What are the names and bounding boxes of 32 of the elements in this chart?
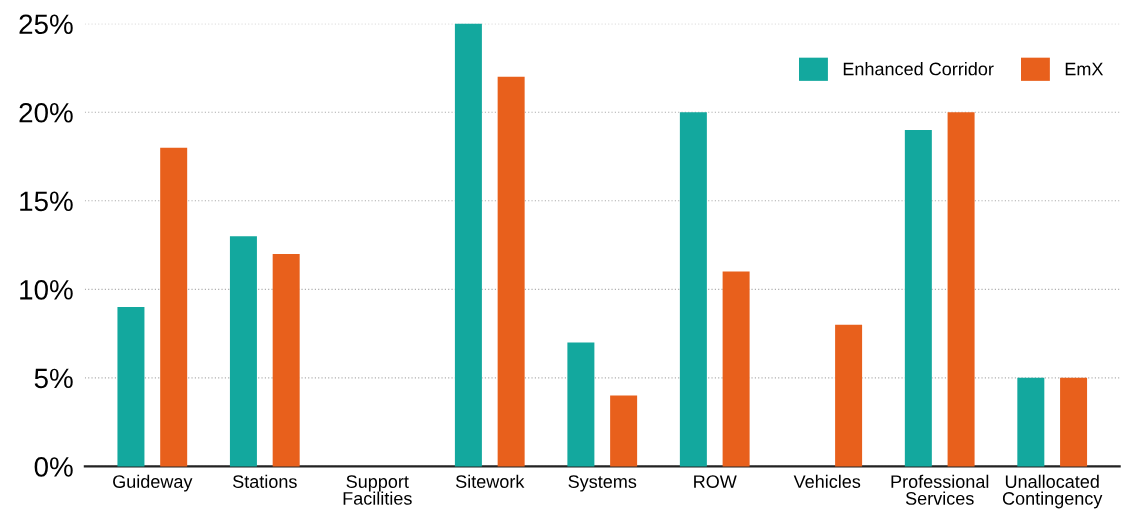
y-tick-label: 20% xyxy=(19,102,73,123)
x-tick-label: Unallocated Contingency xyxy=(1002,474,1103,509)
bar xyxy=(160,147,188,467)
x-tick-label: Systems xyxy=(568,475,637,492)
x-tick-label: Professional Services xyxy=(891,474,989,505)
bar xyxy=(272,253,300,467)
legend-label: Enhanced Corridor xyxy=(843,62,994,76)
x-tick-label: ROW xyxy=(694,475,737,488)
y-tick-label: 15% xyxy=(20,191,73,212)
bar xyxy=(835,324,863,467)
y-tick-label: 25% xyxy=(19,14,73,35)
bar xyxy=(497,76,525,467)
x-tick-label: Stations xyxy=(233,474,297,488)
y-tick-label: 10% xyxy=(20,279,73,300)
x-tick-label: Sitework xyxy=(455,474,525,488)
bar xyxy=(1060,377,1088,467)
x-tick-label: Guideway xyxy=(113,474,193,492)
bar xyxy=(567,342,595,467)
x-tick-label: Support Facilities xyxy=(343,475,412,505)
bar xyxy=(679,112,707,467)
bar xyxy=(117,307,145,467)
bar xyxy=(1017,377,1045,467)
y-tick-label: 0% xyxy=(34,457,73,477)
x-tick-label: Vehicles xyxy=(793,474,861,488)
legend-label: EmX xyxy=(1065,62,1104,76)
bar xyxy=(229,236,257,467)
bar xyxy=(904,129,932,467)
bar xyxy=(454,23,482,467)
bar xyxy=(610,395,638,467)
bar xyxy=(722,271,750,467)
bar xyxy=(947,112,975,467)
y-tick-label: 5% xyxy=(34,368,73,389)
